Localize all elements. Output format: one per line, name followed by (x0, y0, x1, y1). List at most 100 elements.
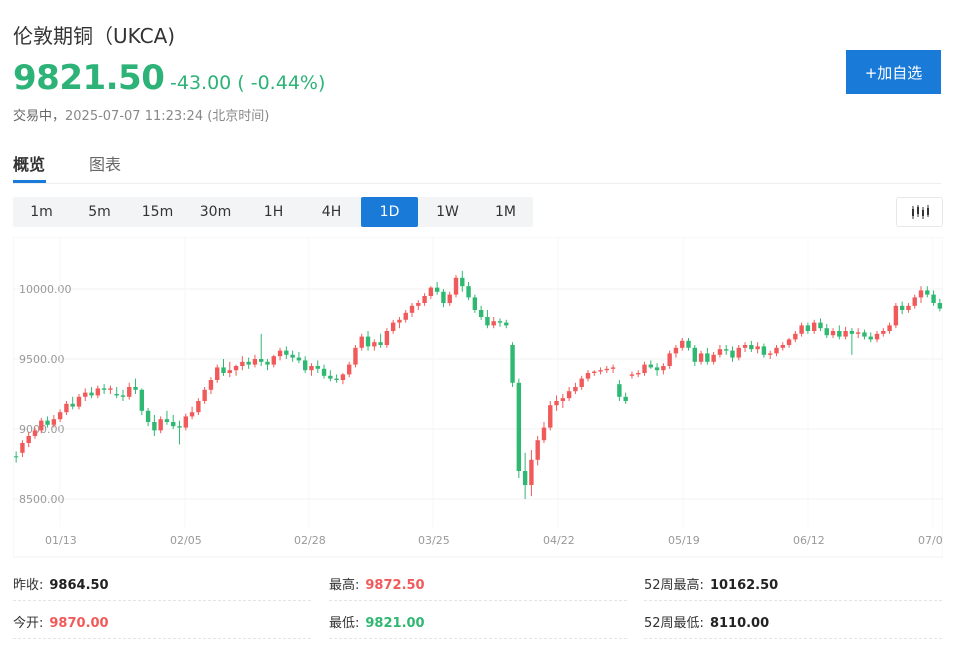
candle (868, 332, 873, 343)
candle (271, 354, 276, 368)
candle (874, 331, 880, 343)
candle-body (89, 392, 94, 396)
chart-type-button[interactable] (896, 197, 943, 227)
candle (592, 370, 597, 376)
candle (64, 401, 69, 415)
stat-item: 今开: 9870.00 (13, 612, 109, 631)
candle-body (296, 357, 302, 361)
candle-body (673, 347, 679, 354)
candle-body (13, 456, 19, 458)
candle (849, 328, 855, 355)
candle-body (478, 310, 484, 317)
candle-body (874, 333, 880, 340)
candle-body (416, 303, 421, 306)
candle-body (365, 336, 371, 347)
candle-body (906, 305, 911, 310)
candle-body (855, 332, 861, 334)
candle (749, 340, 754, 352)
candle (680, 338, 685, 351)
candle (799, 322, 804, 337)
candle (246, 357, 251, 369)
stat-divider (13, 600, 311, 601)
candle-body (359, 336, 364, 348)
candle-body (57, 412, 63, 420)
candle (899, 301, 905, 315)
candle (654, 363, 660, 376)
candle-body (491, 321, 496, 326)
period-button-1m[interactable]: 1m (30, 204, 53, 220)
candle-body (843, 331, 848, 337)
candle-body (698, 353, 704, 362)
x-tick-label: 03/25 (418, 534, 450, 547)
candle (340, 373, 346, 385)
candle-body (403, 312, 408, 320)
candle-body (554, 401, 559, 406)
candle (497, 318, 503, 327)
candle-body (680, 340, 685, 348)
candle-body (208, 380, 214, 390)
period-button-15m[interactable]: 15m (141, 204, 174, 220)
tab-chart[interactable]: 图表 (89, 155, 122, 174)
candle-body (862, 332, 867, 337)
candle (730, 346, 735, 362)
candle-body (585, 373, 591, 379)
candle (686, 338, 691, 351)
candle (233, 364, 239, 376)
candle-body (560, 398, 566, 401)
candle (623, 392, 628, 404)
candle (579, 375, 584, 390)
candle-body (334, 378, 339, 380)
candle (761, 343, 767, 358)
candle (516, 378, 522, 478)
period-button-1h[interactable]: 1H (263, 204, 284, 220)
candle (189, 406, 195, 420)
stat-label: 昨收: (13, 578, 44, 593)
candle (786, 338, 792, 348)
candle (32, 427, 38, 439)
candle-body (372, 342, 377, 347)
candle-body (422, 296, 427, 303)
candle (346, 361, 352, 378)
timestamp: 2025-07-07 11:23:24 (北京时间) (65, 109, 270, 124)
stat-value: 9872.50 (365, 578, 425, 593)
tab-overview[interactable]: 概览 (13, 155, 46, 174)
stat-divider (329, 638, 627, 639)
candle-body (152, 422, 157, 431)
candle (409, 303, 415, 317)
candle (139, 388, 145, 415)
candle-body (460, 277, 465, 287)
period-button-1w[interactable]: 1W (436, 204, 459, 220)
candle-body (76, 396, 82, 407)
candle-body (724, 349, 729, 351)
candle-body (133, 387, 138, 390)
candle-body (453, 277, 459, 295)
candle-body (711, 354, 716, 362)
period-button-30m[interactable]: 30m (199, 204, 232, 220)
period-button-5m[interactable]: 5m (88, 204, 111, 220)
candle (698, 350, 704, 365)
candle-body (749, 345, 754, 350)
candle (610, 364, 616, 373)
candle-body (805, 325, 811, 331)
stat-value: 9821.00 (365, 616, 425, 631)
period-button-1m[interactable]: 1M (495, 204, 516, 220)
price-chart[interactable]: 10000.009500.009000.008500.0001/1302/050… (13, 237, 943, 559)
candle-body (252, 359, 258, 365)
candle-body (428, 287, 434, 296)
x-tick-label: 07/07 (918, 534, 943, 547)
add-watchlist-button[interactable]: +加自选 (846, 50, 941, 94)
candle-body (767, 353, 773, 355)
candle-body (824, 328, 829, 336)
candle-body (736, 347, 741, 358)
candle-body (755, 346, 760, 350)
candle-body (818, 322, 823, 329)
period-button-4h[interactable]: 4H (321, 204, 342, 220)
candle (485, 310, 490, 329)
period-button-1d[interactable]: 1D (361, 197, 418, 227)
candle (365, 331, 371, 351)
candle (372, 339, 377, 351)
active-tab-indicator (13, 180, 46, 183)
candle (554, 395, 559, 411)
candle (259, 333, 264, 366)
candle (208, 377, 214, 394)
